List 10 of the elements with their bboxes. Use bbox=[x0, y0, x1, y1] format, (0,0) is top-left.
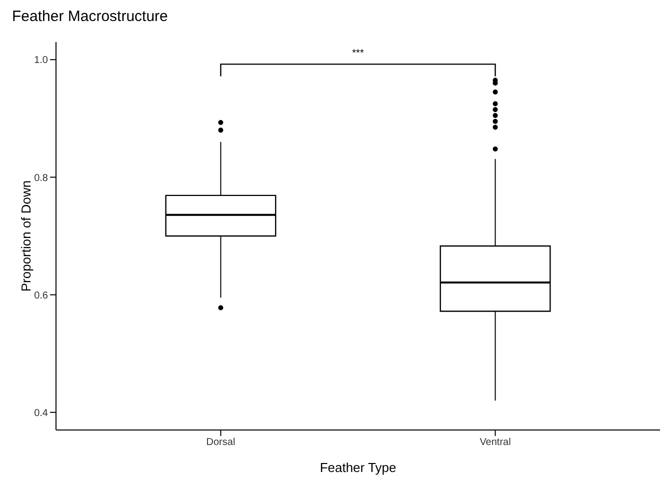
y-tick-label: 0.8 bbox=[34, 172, 48, 184]
x-axis-title: Feather Type bbox=[320, 460, 396, 475]
y-tick-label: 1.0 bbox=[34, 55, 48, 66]
chart-title: Feather Macrostructure bbox=[12, 8, 168, 25]
y-tick-label: 0.6 bbox=[34, 290, 48, 302]
y-axis-title: Proportion of Down bbox=[18, 180, 34, 292]
x-tick-label: Ventral bbox=[480, 437, 511, 448]
annotation: *** bbox=[351, 48, 365, 60]
x-tick-label: Dorsal bbox=[206, 437, 236, 448]
y-tick-label: 0.4 bbox=[34, 408, 48, 419]
